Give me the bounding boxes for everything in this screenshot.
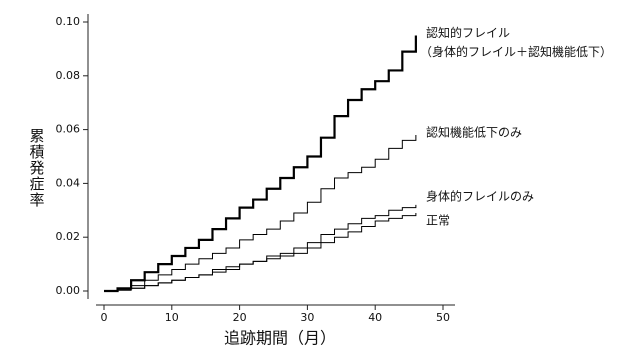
x-tick-label: 50 xyxy=(436,311,450,324)
series-sublabel: （身体的フレイル＋認知機能低下） xyxy=(420,44,612,59)
step-line xyxy=(104,35,417,293)
series-label: 正常 xyxy=(426,213,450,227)
step-line xyxy=(104,212,417,292)
series-label: 認知的フレイル xyxy=(426,25,510,40)
x-tick-label: 40 xyxy=(368,311,382,324)
step-line xyxy=(104,134,417,292)
series-label: 認知機能低下のみ xyxy=(426,124,522,139)
y-tick-label: 0.06 xyxy=(56,123,81,136)
y-tick-label: 0.02 xyxy=(56,230,81,243)
x-tick-label: 0 xyxy=(101,311,108,324)
y-tick-label: 0.00 xyxy=(56,284,81,297)
x-tick-label: 30 xyxy=(300,311,314,324)
x-tick-label: 10 xyxy=(165,311,179,324)
x-axis-label: 追跡期間（月） xyxy=(224,329,336,348)
y-tick-label: 0.04 xyxy=(56,176,81,189)
y-tick-label: 0.10 xyxy=(56,15,81,28)
y-tick-label: 0.08 xyxy=(56,69,81,82)
x-tick-label: 20 xyxy=(233,311,247,324)
step-line xyxy=(104,204,417,292)
series-label: 身体的フレイルのみ xyxy=(426,188,534,203)
y-axis-label: 累積発症率 xyxy=(28,128,46,208)
